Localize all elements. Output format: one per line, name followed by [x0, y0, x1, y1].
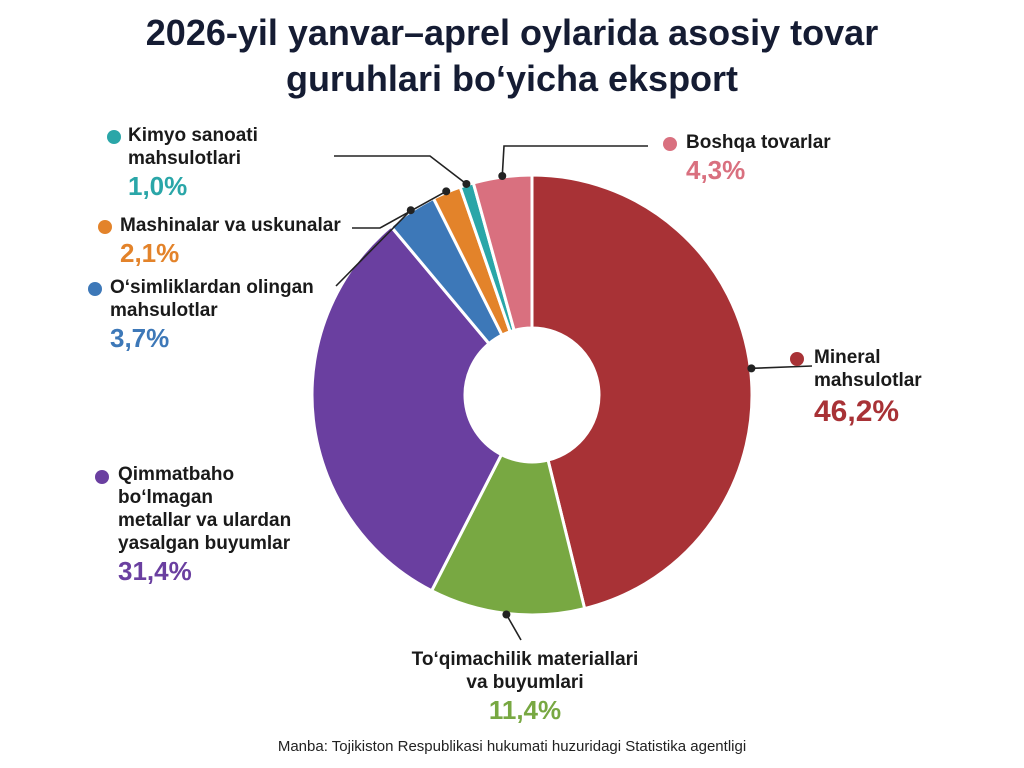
label-mineral: Mineral mahsulotlar 46,2% — [814, 346, 922, 432]
source-note: Manba: Tojikiston Respublikasi hukumati … — [277, 738, 747, 755]
label-chemical-name-2: mahsulotlari — [128, 148, 241, 169]
chart-title-line2: guruhlari bo‘yicha eksport — [285, 58, 739, 99]
legend-dot-chemical — [107, 130, 121, 144]
leader-line-chemical — [334, 155, 467, 185]
leader-line-textile — [505, 614, 522, 641]
label-textile-name-2: va buyumlari — [466, 672, 584, 693]
leader-line-machines — [352, 190, 447, 229]
label-metals-value: 31,4% — [118, 556, 192, 586]
slice-mineral — [530, 173, 754, 611]
chart-title: 2026-yil yanvar–aprel oylarida asosiy to… — [0, 10, 1024, 102]
legend-dot-other — [663, 137, 677, 151]
label-machines: Mashinalar va uskunalar 2,1% — [120, 214, 341, 269]
leader-dot-mineral — [747, 364, 756, 373]
label-textile-name-1: To‘qimachilik materiallari — [411, 649, 639, 670]
slice-textile — [430, 453, 587, 617]
label-mineral-name-1: Mineral — [814, 347, 881, 368]
label-machines-name-1: Mashinalar va uskunalar — [120, 215, 341, 236]
label-chemical-name-1: Kimyo sanoati — [128, 125, 258, 146]
label-metals-name-1: Qimmatbaho — [118, 464, 235, 485]
label-plants-name-2: mahsulotlar — [110, 300, 218, 321]
label-plants: O‘simliklardan olingan mahsulotlar 3,7% — [110, 276, 314, 354]
legend-dot-plants — [88, 282, 102, 296]
label-plants-value: 3,7% — [110, 323, 170, 353]
chart-title-line1: 2026-yil yanvar–aprel oylarida asosiy to… — [145, 12, 879, 53]
legend-dot-machines — [98, 220, 112, 234]
label-machines-value: 2,1% — [120, 238, 180, 268]
slice-metals — [310, 224, 503, 593]
label-other-value: 4,3% — [686, 155, 746, 185]
label-mineral-name-2: mahsulotlar — [814, 370, 922, 391]
leader-dot-textile — [502, 610, 511, 619]
legend-dot-metals — [95, 470, 109, 484]
leader-line-plants — [335, 209, 412, 287]
leader-dot-chemical — [462, 179, 471, 188]
label-textile: To‘qimachilik materiallari va buyumlari … — [360, 648, 690, 726]
leader-dot-machines — [442, 187, 451, 196]
label-chemical: Kimyo sanoati mahsulotlari 1,0% — [128, 124, 258, 202]
label-textile-value: 11,4% — [488, 695, 562, 725]
label-mineral-value: 46,2% — [814, 395, 900, 428]
label-other: Boshqa tovarlar 4,3% — [686, 131, 831, 186]
label-metals-name-2: bo‘lmagan — [118, 487, 214, 508]
label-metals-name-4: yasalgan buyumlar — [118, 533, 291, 554]
leader-line-other — [501, 145, 648, 177]
leader-dot-other — [498, 172, 507, 181]
label-metals: Qimmatbaho bo‘lmagan metallar va ulardan… — [118, 463, 291, 587]
label-metals-name-3: metallar va ulardan — [118, 510, 292, 531]
leader-line-mineral — [751, 365, 813, 370]
label-other-name-1: Boshqa tovarlar — [686, 132, 831, 153]
legend-dot-mineral — [790, 352, 804, 366]
label-chemical-value: 1,0% — [128, 171, 188, 201]
label-plants-name-1: O‘simliklardan olingan — [110, 277, 314, 298]
slice-other — [471, 173, 534, 332]
